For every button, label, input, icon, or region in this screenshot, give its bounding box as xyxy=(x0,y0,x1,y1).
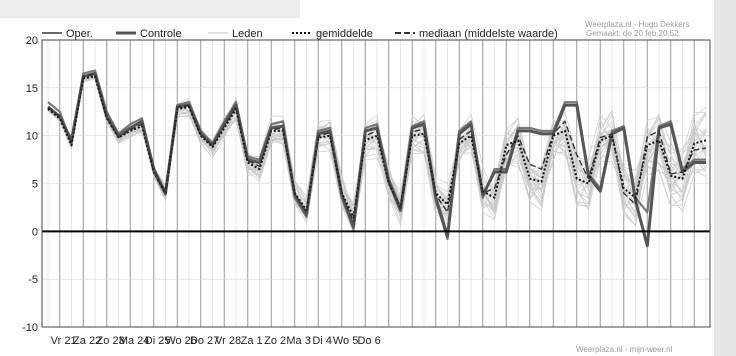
x-tick-label: Ma 24 xyxy=(119,335,150,347)
y-tick-label: 20 xyxy=(26,35,38,47)
right-band xyxy=(714,0,736,356)
y-axis: -10 -5 0 5 10 15 20 xyxy=(22,35,38,334)
x-tick-label: Vr 28 xyxy=(215,335,241,347)
x-tick-label: Do 6 xyxy=(358,335,381,347)
x-tick-label: Vr 21 xyxy=(51,335,77,347)
legend-label: Oper. xyxy=(66,28,93,40)
credit-bottom: Weerplaza.nl - mijn-weer.nl xyxy=(576,345,673,354)
x-tick-label: Do 27 xyxy=(190,335,219,347)
y-tick-label: 0 xyxy=(32,226,38,238)
y-tick-label: 15 xyxy=(26,83,38,95)
member-line xyxy=(47,73,707,219)
x-tick-label: Wo 5 xyxy=(333,335,358,347)
top-band xyxy=(0,0,300,18)
legend: Oper. Controle Leden gemiddelde mediaan (mid… xyxy=(42,28,558,40)
y-tick-label: -5 xyxy=(28,274,38,286)
x-tick-label: Zo 2 xyxy=(264,335,286,347)
x-tick-label: Za 1 xyxy=(241,335,263,347)
legend-label: mediaan (middelste waarde) xyxy=(419,28,558,40)
y-tick-label: 5 xyxy=(32,179,38,191)
credit-line-1: Weerplaza.nl - Hugo Dekkers xyxy=(585,20,689,29)
legend-label: Controle xyxy=(140,28,182,40)
y-tick-label: -10 xyxy=(22,322,38,334)
x-tick-label: Zo 23 xyxy=(97,335,125,347)
series-line xyxy=(47,75,707,218)
plot-frame xyxy=(41,39,711,328)
legend-label: gemiddelde xyxy=(316,28,373,40)
series-lines xyxy=(47,69,707,248)
y-tick-label: 10 xyxy=(26,131,38,143)
x-tick-label: Wo 26 xyxy=(165,335,197,347)
legend-label: Leden xyxy=(232,28,263,40)
x-tick-label: Ma 3 xyxy=(286,335,310,347)
series-line xyxy=(47,72,707,223)
x-tick-label: Di 4 xyxy=(312,335,332,347)
x-tick-label: Di 25 xyxy=(145,335,171,347)
x-tick-label: Za 22 xyxy=(73,335,101,347)
credit-line-2: Gemaakt: do 20 feb 20:52 xyxy=(586,29,679,38)
